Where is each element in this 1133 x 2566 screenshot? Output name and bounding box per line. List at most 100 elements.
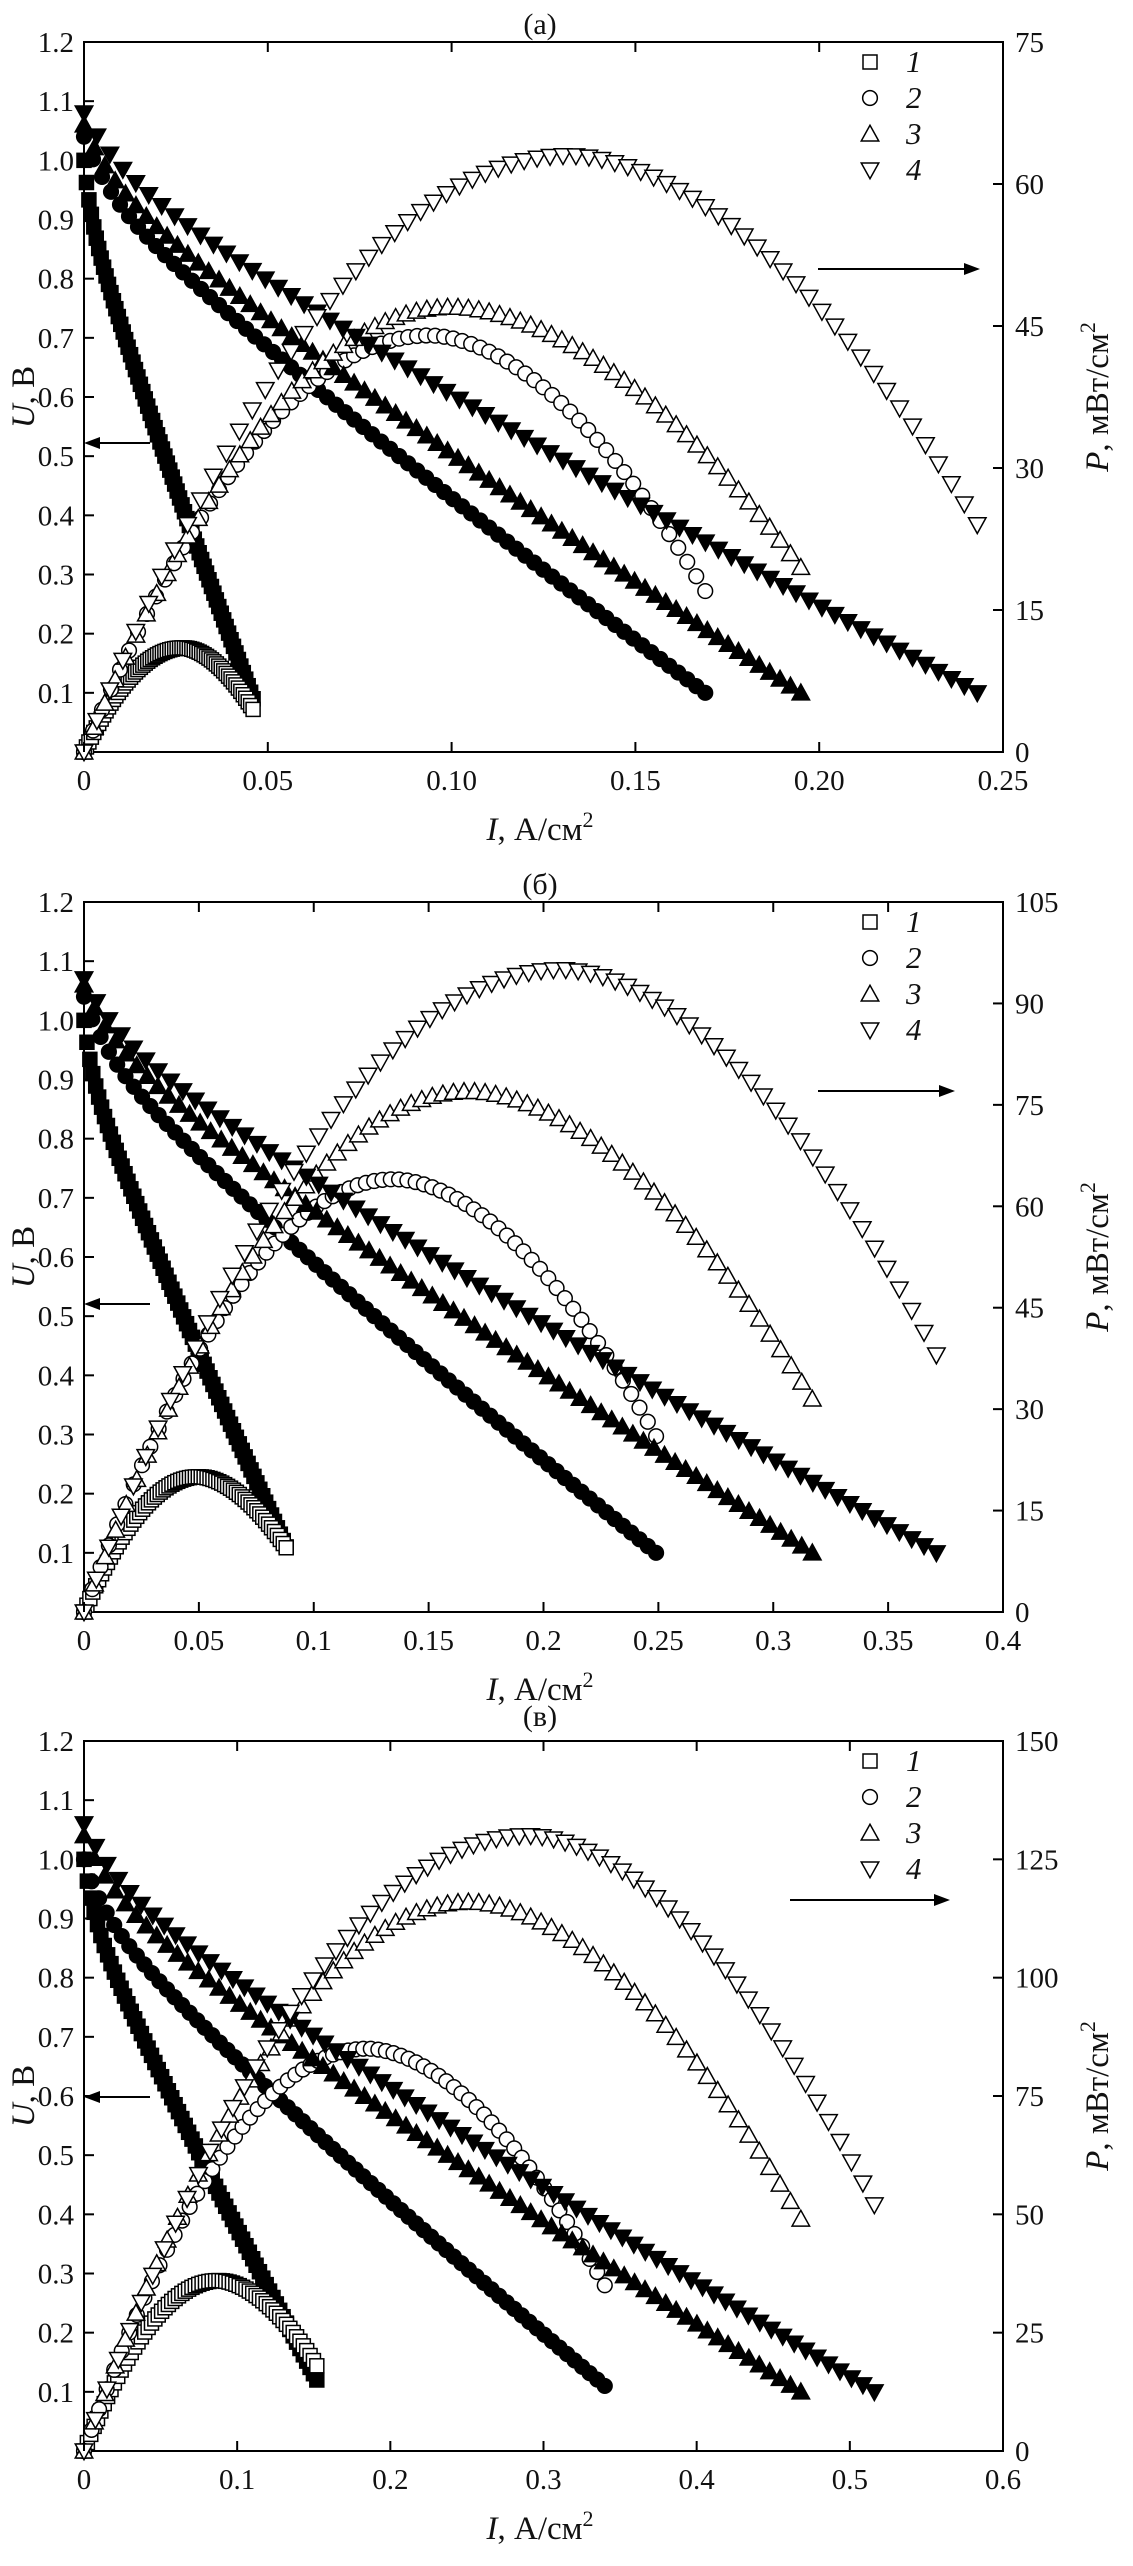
- panel-c-series-3-voltage-point: [583, 2244, 604, 2263]
- panel-c-series-1-power-point: [309, 2358, 325, 2374]
- panel-b-series-3-voltage-point: [232, 1146, 253, 1165]
- panel-b-series-3-voltage-point: [358, 1240, 380, 1259]
- panel-c-series-4-power-point: [257, 2040, 278, 2059]
- panel-b-label: (б): [522, 868, 557, 901]
- panel-c-series-2-voltage-point: [106, 1916, 123, 1934]
- panel-b-series-3-voltage-point: [802, 1542, 823, 1561]
- panel-c-series-3-power-point: [593, 1953, 614, 1972]
- panel-b-x-axis-label: I, А/см2: [485, 1667, 593, 1708]
- panel-b-series-3-power-point: [316, 1152, 337, 1171]
- panel-a-series-3-voltage-point: [84, 137, 105, 156]
- panel-c-series-3-voltage-point: [437, 2144, 458, 2163]
- panel-b-series-4-power-point: [358, 1067, 379, 1086]
- panel-c-legend-label-4: 4: [906, 1851, 922, 1886]
- panel-c-series-3-voltage-point: [624, 2272, 645, 2291]
- panel-a-series-3-voltage-point: [260, 310, 282, 329]
- panel-b-series-3-voltage-point: [654, 1444, 675, 1463]
- panel-b-series-3-power-point: [728, 1279, 749, 1298]
- panel-b-legend-label-1: 1: [906, 904, 922, 939]
- panel-a-series-3-voltage-point: [458, 455, 479, 474]
- panel-a-series-4-power-point: [410, 203, 431, 222]
- panel-c-series-3-power-point: [520, 1906, 541, 1925]
- panel-b-series-3-voltage-point: [211, 1129, 232, 1148]
- panel-c-series-3-voltage-point: [250, 2009, 271, 2028]
- panel-c-series-4-power-point: [474, 1833, 495, 1852]
- panel-b-series-4-voltage-point: [135, 1052, 156, 1071]
- panel-c-series-2-power-point: [596, 2277, 613, 2294]
- panel-a-series-3-voltage-point: [209, 269, 230, 288]
- panel-c-p-axis-arrowhead-icon: [934, 1894, 950, 1906]
- panel-c-series-3-voltage-point: [520, 2202, 541, 2221]
- panel-c-series-3-power-point: [728, 2109, 749, 2128]
- panel-b-series-4-power-point: [778, 1117, 799, 1136]
- panel-b-y2-tick-label: 45: [1015, 1293, 1044, 1325]
- panel-a-y-tick-label: 0.3: [38, 560, 74, 592]
- panel-a-series-4-power-point: [734, 228, 755, 247]
- panel-a-series-3-voltage-point: [427, 432, 448, 452]
- panel-b-series-3-voltage-point: [580, 1395, 601, 1414]
- panel-b-series-4-power-point: [802, 1149, 823, 1168]
- panel-b-series-2-power-point: [639, 1413, 656, 1430]
- panel-a-series-3-voltage-point: [562, 527, 583, 546]
- panel-a-series-4-power-point: [462, 171, 483, 190]
- panel-c-series-3-voltage-point: [447, 2152, 469, 2171]
- panel-b-series-3-power-point: [707, 1252, 728, 1271]
- panel-a-y-tick-label: 0.5: [38, 441, 74, 473]
- panel-c-series-3-voltage-point: [770, 2368, 791, 2387]
- panel-b-series-3-voltage-point: [137, 1065, 158, 1085]
- panel-b-series-3-power-point: [105, 1519, 126, 1538]
- panel-c-x-axis-label: I, А/см2: [485, 2506, 593, 2547]
- panel-a-series-3-voltage-point: [707, 627, 728, 646]
- panel-b-series-3-voltage-point: [242, 1154, 263, 1173]
- panel-a-series-3-voltage-point: [572, 535, 593, 554]
- panel-a-series-4-voltage-point: [125, 175, 146, 194]
- panel-c-legend-label-3: 3: [905, 1815, 922, 1850]
- panel-b-series-4-power-point: [86, 1571, 107, 1590]
- panel-b-series-4-power-point: [370, 1054, 391, 1073]
- panel-b-series-3-voltage-point: [327, 1217, 348, 1236]
- panel-b-series-3-power-point: [612, 1152, 633, 1171]
- panel-c-series-3-voltage-point: [94, 1865, 115, 1884]
- panel-a-legend-marker-3-icon: [859, 123, 881, 142]
- panel-b-series-3-power-point: [738, 1293, 760, 1312]
- panel-b-series-3-power-point: [327, 1142, 348, 1161]
- panel-a-series-3-power-point: [790, 557, 811, 576]
- panel-b-series-3-voltage-point: [316, 1209, 337, 1228]
- panel-b-series-4-power-point: [827, 1183, 848, 1202]
- panel-b-series-3-power-point: [665, 1203, 686, 1222]
- panel-c-series-4-voltage-point: [73, 1816, 95, 1835]
- panel-b-series-4-power-point: [419, 1010, 440, 1029]
- panel-a-series-4-voltage-point: [203, 236, 224, 255]
- panel-a-series-4-power-point: [773, 263, 794, 282]
- panel-a-series-4-voltage-point: [138, 187, 159, 206]
- panel-c-series-3-voltage-point: [759, 2361, 780, 2380]
- panel-a-series-3-power-point: [614, 370, 635, 389]
- panel-c-series-4-power-point: [222, 2099, 243, 2118]
- panel-a-series-4-power-point: [630, 163, 651, 182]
- panel-b-series-3-voltage-point: [506, 1344, 527, 1363]
- panel-b-legend-marker-1-icon: [862, 914, 878, 930]
- panel-b-series-3-voltage-point: [675, 1458, 696, 1478]
- panel-c-series-3-power-point: [780, 2191, 801, 2210]
- panel-c-series-3-voltage-point: [510, 2195, 531, 2214]
- panel-c-series-3-power-point: [790, 2208, 811, 2227]
- panel-c-series-3-voltage-point: [790, 2381, 811, 2400]
- panel-c-series-3-voltage-point: [416, 2130, 437, 2149]
- panel-c-series-4-power-point: [96, 2381, 117, 2400]
- panel-c-series-3-power-point: [707, 2080, 728, 2099]
- panel-a-series-3-voltage-point: [364, 387, 385, 406]
- panel-c-y2-axis-label: P, мВт/см2: [1075, 2021, 1116, 2172]
- panel-c-y-tick-label: 1.1: [38, 1785, 74, 1817]
- panel-b-x-tick-label: 0.2: [525, 1625, 561, 1657]
- panel-a-series-3-power-point: [240, 430, 261, 449]
- panel-c-legend-marker-4-icon: [859, 1861, 881, 1880]
- panel-a-series-3-voltage-point: [73, 114, 95, 133]
- panel-a-series-4-power-point: [242, 402, 263, 421]
- panel-a-series-4-power-point: [229, 423, 250, 442]
- panel-c-y2-tick-label: 25: [1015, 2318, 1044, 2350]
- panel-a-series-4-power-point: [941, 475, 962, 494]
- panel-a-series-4-power-point: [177, 516, 198, 535]
- panel-b-p-axis-arrowhead-icon: [939, 1085, 955, 1097]
- panel-c-series-3-power-point: [489, 1895, 510, 1914]
